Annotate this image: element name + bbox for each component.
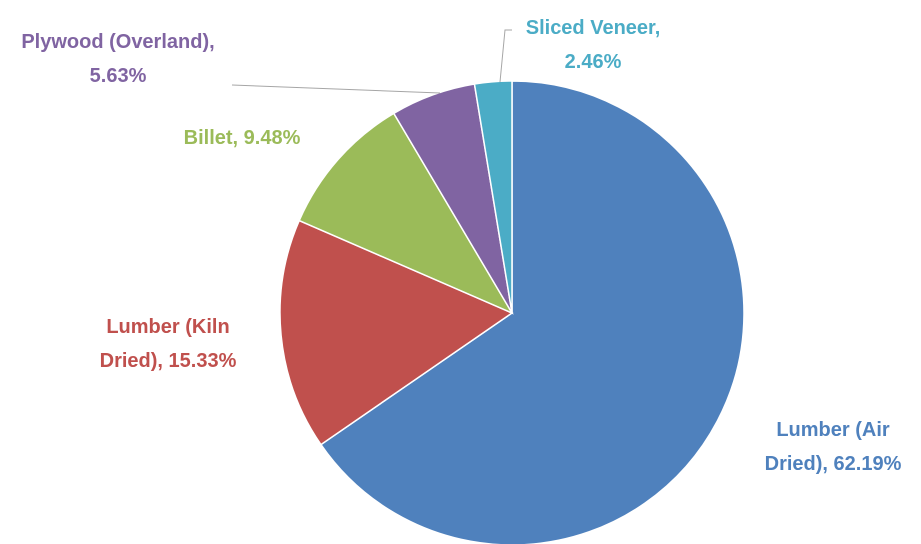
data-label: Billet, 9.48% [183, 127, 301, 149]
pie-slice [298, 112, 514, 315]
leader-line [231, 84, 441, 94]
leader-line [499, 29, 512, 83]
data-label: Plywood (Overland), 5.63% [21, 31, 215, 87]
data-label: Sliced Veneer, 2.46% [525, 17, 661, 73]
pie-slice [473, 80, 513, 314]
pie-slice [319, 80, 745, 544]
pie-slice [279, 219, 514, 446]
data-label: Lumber (Kiln Dried), 15.33% [99, 316, 237, 372]
data-label: Lumber (Air Dried), 62.19% [764, 419, 902, 475]
